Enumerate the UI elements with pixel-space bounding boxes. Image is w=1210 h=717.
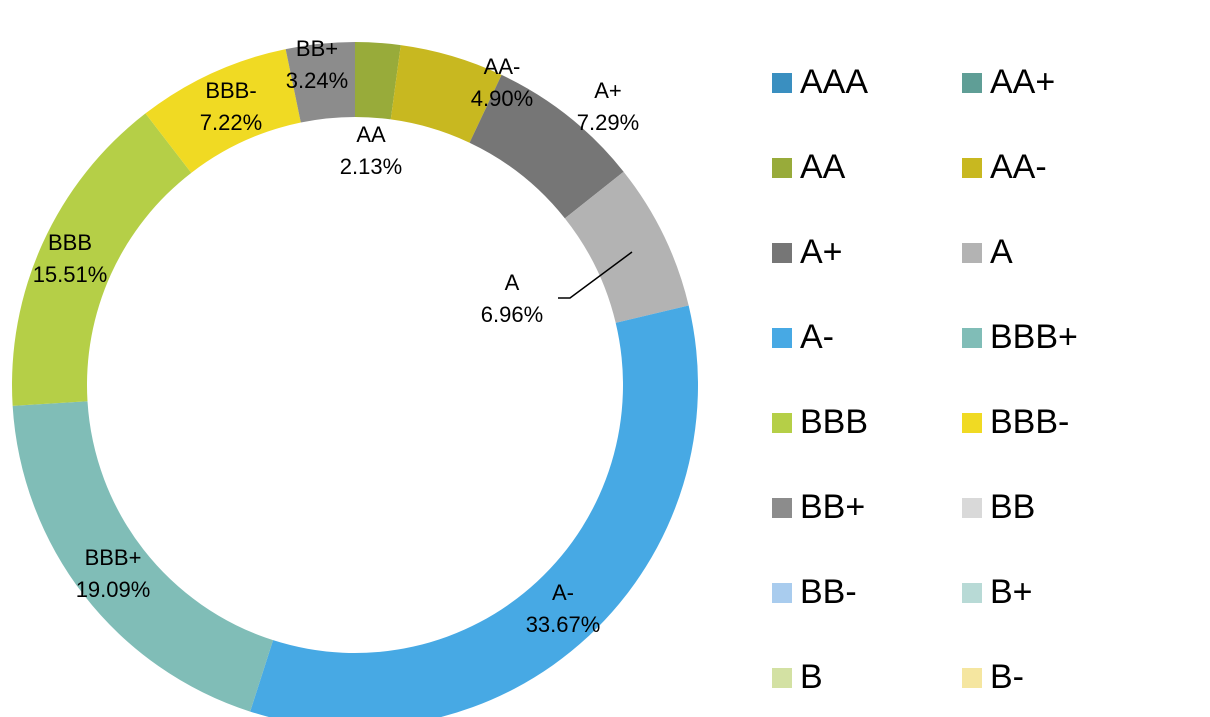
donut-slice	[12, 113, 192, 406]
donut-slice	[355, 42, 401, 120]
slice-category-label: BBB+	[85, 545, 142, 570]
leader-line	[558, 251, 633, 299]
legend-swatch	[962, 73, 982, 93]
slice-value-label: 4.90%	[471, 86, 533, 111]
legend-swatch	[772, 158, 792, 178]
donut-slice	[564, 171, 689, 323]
donut-slice	[250, 305, 698, 717]
slice-value-label: 19.09%	[76, 577, 151, 602]
legend-label: A+	[800, 233, 843, 271]
slice-value-label: 7.29%	[577, 110, 639, 135]
legend-label: AA-	[990, 148, 1047, 186]
donut-slice	[390, 45, 502, 143]
slice-value-label: 33.67%	[526, 612, 601, 637]
slice-value-label: 3.24%	[286, 68, 348, 93]
legend-swatch	[772, 498, 792, 518]
slice-value-label: 2.13%	[340, 154, 402, 179]
slice-value-label: 6.96%	[481, 302, 543, 327]
legend-swatch	[772, 73, 792, 93]
slice-category-label: BBB-	[205, 78, 256, 103]
legend-swatch	[772, 243, 792, 263]
legend-label: A	[990, 233, 1013, 271]
legend-swatch	[962, 158, 982, 178]
slice-category-label: AA	[356, 122, 386, 147]
legend-label: AA+	[990, 63, 1055, 101]
slice-category-label: AA-	[484, 54, 521, 79]
legend-swatch	[962, 583, 982, 603]
donut-slice	[12, 401, 274, 712]
slice-category-label: BBB	[48, 230, 92, 255]
legend-label: BBB+	[990, 318, 1078, 356]
slice-value-label: 15.51%	[33, 262, 108, 287]
slice-value-label: 7.22%	[200, 110, 262, 135]
legend-label: AAA	[800, 63, 868, 101]
slice-category-label: A+	[594, 78, 622, 103]
slice-category-label: A-	[552, 580, 574, 605]
slice-category-label: A	[505, 270, 520, 295]
donut-slice	[145, 49, 301, 173]
legend-label: A-	[800, 318, 834, 356]
legend-label: B+	[990, 573, 1033, 611]
legend-label: B-	[990, 658, 1024, 696]
legend-label: B	[800, 658, 823, 696]
legend-swatch	[772, 328, 792, 348]
legend-label: AA	[800, 148, 846, 186]
legend-swatch	[962, 498, 982, 518]
legend-label: BBB	[800, 403, 868, 441]
donut-slice	[469, 74, 624, 219]
legend-swatch	[962, 243, 982, 263]
legend-label: BB-	[800, 573, 857, 611]
legend-swatch	[962, 328, 982, 348]
legend-label: BBB-	[990, 403, 1069, 441]
legend-swatch	[772, 668, 792, 688]
legend-swatch	[772, 583, 792, 603]
legend-swatch	[962, 668, 982, 688]
legend-swatch	[962, 413, 982, 433]
donut-slice	[285, 42, 355, 123]
legend-label: BB+	[800, 488, 865, 526]
legend-label: BB	[990, 488, 1035, 526]
legend-swatch	[772, 413, 792, 433]
slice-category-label: BB+	[296, 36, 338, 61]
